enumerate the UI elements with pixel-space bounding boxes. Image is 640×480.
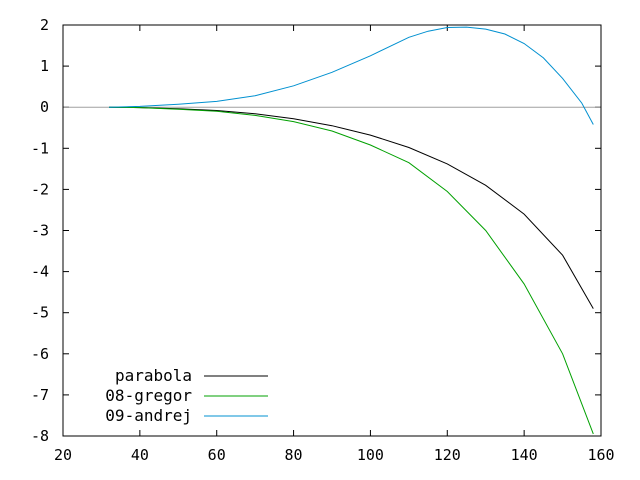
series-line-parabola — [109, 106, 594, 309]
series-line-09-andrej — [109, 26, 594, 125]
y-tick-label: 2 — [40, 16, 49, 34]
x-tick-label: 20 — [54, 446, 72, 464]
legend-label: 09-andrej — [105, 406, 192, 425]
y-tick-label: -3 — [31, 222, 49, 240]
y-tick-label: -2 — [31, 180, 49, 198]
x-tick-label: 80 — [285, 446, 303, 464]
series-lines — [109, 26, 594, 435]
y-tick-label: -5 — [31, 304, 49, 322]
y-tick-label: -8 — [31, 427, 49, 445]
legend-label: parabola — [115, 366, 192, 385]
legend-label: 08-gregor — [105, 386, 192, 405]
tick-labels: 20 40 60 80 100 120 140 160 2 1 0 -1 -2 -3 -4 -5 -6 -7 -8 — [31, 16, 615, 464]
x-tick-label: 40 — [131, 446, 149, 464]
y-tick-label: -6 — [31, 345, 49, 363]
x-tick-label: 60 — [208, 446, 226, 464]
x-tick-label: 100 — [357, 446, 384, 464]
y-tick-label: -4 — [31, 263, 49, 281]
x-tick-label: 140 — [511, 446, 538, 464]
y-tick-label: -7 — [31, 386, 49, 404]
y-tick-label: 1 — [40, 57, 49, 75]
plot-frame — [62, 24, 602, 437]
x-tick-label: 120 — [434, 446, 461, 464]
series-line-08-gregor — [109, 106, 594, 435]
y-tick-label: 0 — [40, 98, 49, 116]
x-tick-label: 160 — [587, 446, 614, 464]
y-tick-label: -1 — [31, 139, 49, 157]
